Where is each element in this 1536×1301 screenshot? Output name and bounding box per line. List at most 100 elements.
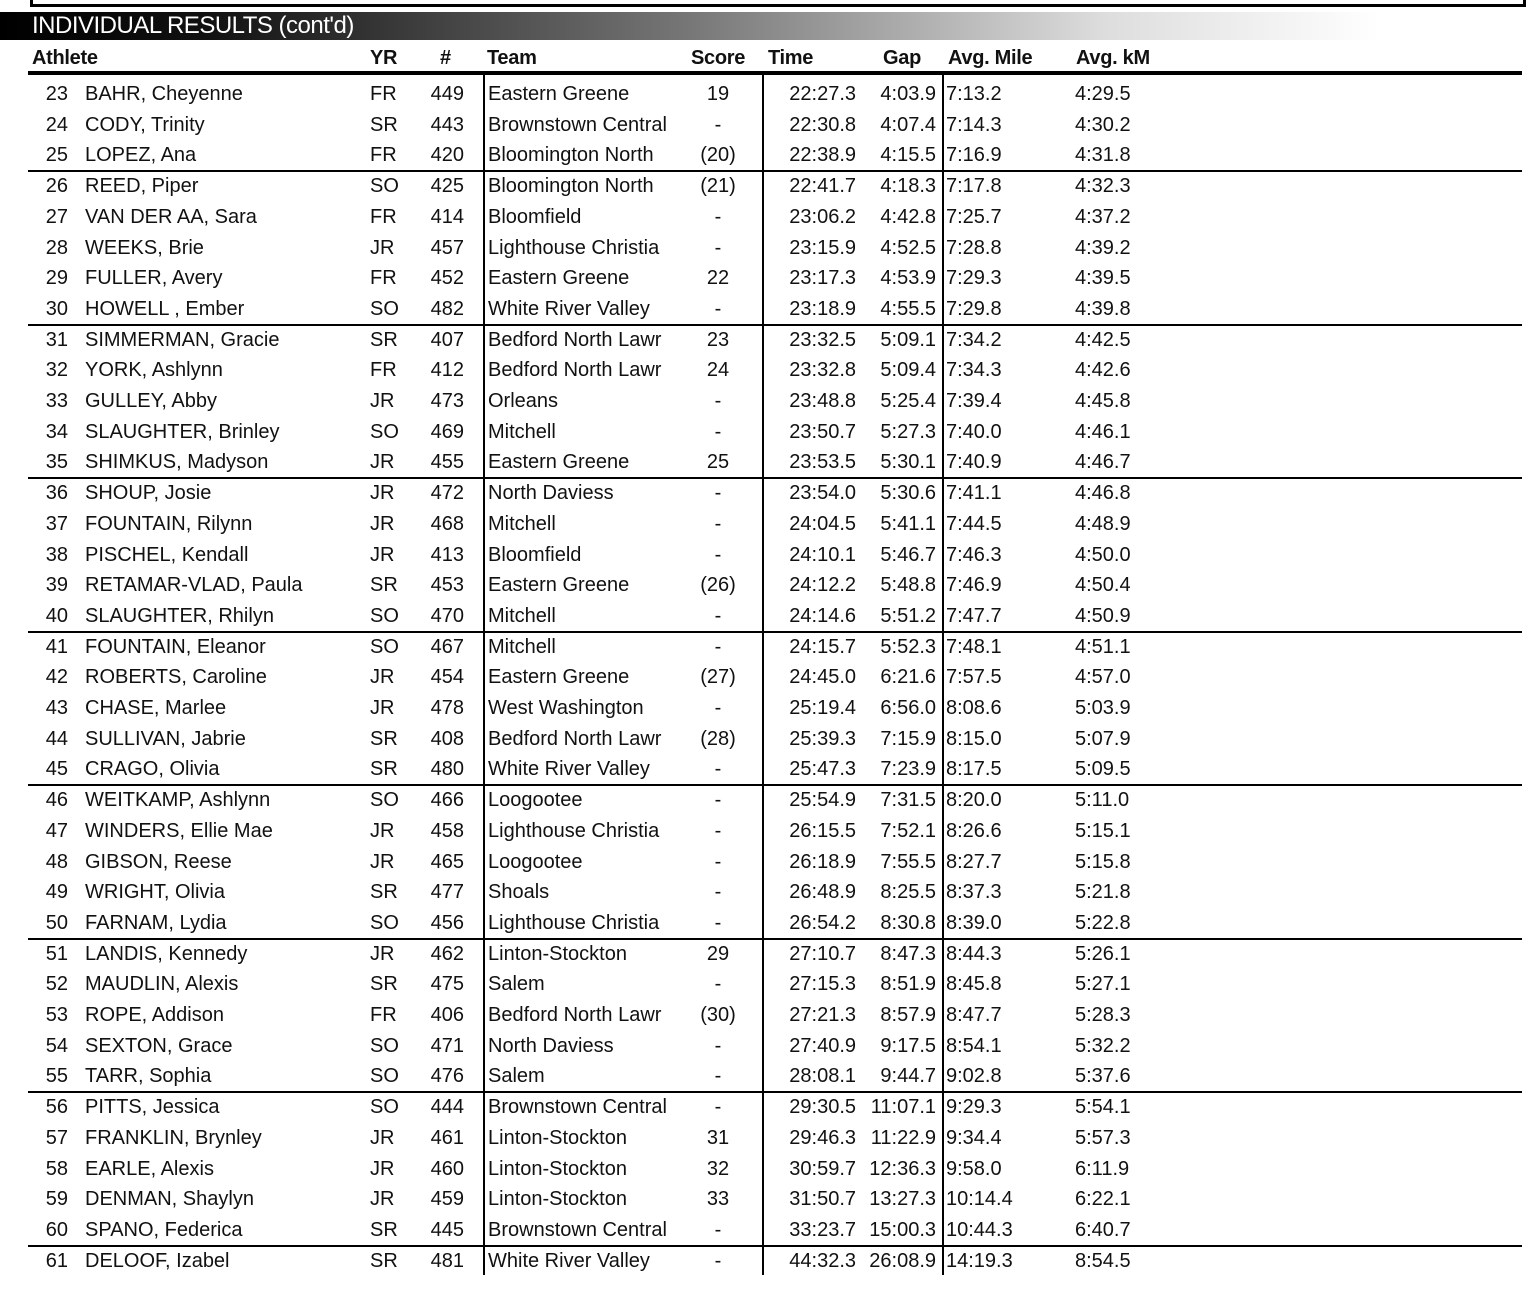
place: 35 <box>45 451 68 474</box>
avg-mile: 7:40.9 <box>946 451 1002 474</box>
table-row: 35 SHIMKUS, Madyson JR 455 Eastern Greene 25 2… <box>0 447 1536 477</box>
time: 24:45.0 <box>789 666 856 689</box>
gap: 15:00.3 <box>869 1218 936 1241</box>
avg-km: 4:57.0 <box>1075 666 1131 689</box>
header-team: Team <box>487 47 537 69</box>
time: 27:40.9 <box>789 1034 856 1057</box>
group-divider <box>28 477 1522 480</box>
bib-number: 425 <box>430 175 464 198</box>
score: 23 <box>706 328 730 351</box>
athlete-name: DENMAN, Shaylyn <box>85 1188 254 1211</box>
time: 23:06.2 <box>789 205 856 228</box>
avg-km: 5:57.3 <box>1075 1126 1131 1149</box>
bib-number: 478 <box>430 697 464 719</box>
avg-km: 4:31.8 <box>1075 144 1131 167</box>
team: Mitchell <box>488 604 556 627</box>
time: 33:23.7 <box>789 1218 856 1241</box>
avg-km: 4:29.5 <box>1075 83 1131 105</box>
year: SR <box>370 881 398 904</box>
place: 43 <box>45 697 68 719</box>
time: 23:48.8 <box>789 390 856 412</box>
place: 33 <box>45 390 68 412</box>
table-row: 26 REED, Piper SO 425 Bloomington North (21) 2… <box>0 171 1536 201</box>
avg-km: 4:50.4 <box>1075 574 1131 597</box>
avg-mile: 8:27.7 <box>946 850 1002 873</box>
bib-number: 481 <box>430 1249 464 1272</box>
avg-mile: 8:26.6 <box>946 819 1002 842</box>
year: JR <box>370 1126 395 1149</box>
team: North Daviess <box>488 1034 614 1057</box>
time: 26:48.9 <box>789 881 856 904</box>
table-row: 41 FOUNTAIN, Eleanor SO 467 Mitchell - 24:15.7… <box>0 632 1536 662</box>
avg-km: 4:45.8 <box>1075 390 1131 412</box>
bib-number: 471 <box>430 1034 464 1057</box>
year: JR <box>370 512 395 535</box>
team: Mitchell <box>488 512 556 535</box>
avg-km: 6:40.7 <box>1075 1218 1131 1241</box>
year: FR <box>370 1004 397 1026</box>
time: 25:47.3 <box>789 758 856 781</box>
score: - <box>714 973 722 996</box>
team: Loogootee <box>488 789 583 812</box>
bib-number: 475 <box>430 973 464 996</box>
table-row: 60 SPANO, Federica SR 445 Brownstown Central… <box>0 1215 1536 1245</box>
bib-number: 468 <box>430 512 464 535</box>
avg-km: 4:39.5 <box>1075 267 1131 290</box>
score: - <box>714 881 722 904</box>
avg-km: 5:03.9 <box>1075 697 1131 719</box>
avg-km: 4:46.7 <box>1075 451 1131 474</box>
gap: 7:31.5 <box>880 789 936 812</box>
team: Linton-Stockton <box>488 1157 627 1180</box>
avg-mile: 7:41.1 <box>946 482 1002 505</box>
gap: 5:25.4 <box>880 390 936 412</box>
athlete-name: SULLIVAN, Jabrie <box>85 727 246 750</box>
gap: 8:51.9 <box>880 973 936 996</box>
bib-number: 467 <box>430 635 464 658</box>
gap: 6:21.6 <box>880 666 936 689</box>
time: 25:39.3 <box>789 727 856 750</box>
athlete-name: SPANO, Federica <box>85 1218 243 1241</box>
time: 24:10.1 <box>789 543 856 566</box>
team: Eastern Greene <box>488 451 630 474</box>
table-row: 61 DELOOF, Izabel SR 481 White River Valley -… <box>0 1246 1536 1276</box>
time: 22:38.9 <box>789 144 856 167</box>
place: 51 <box>45 942 68 965</box>
gap: 4:07.4 <box>880 113 936 136</box>
score: - <box>714 697 722 719</box>
place: 44 <box>45 727 68 750</box>
score: - <box>714 512 722 535</box>
time: 44:32.3 <box>789 1249 856 1272</box>
place: 56 <box>45 1096 68 1119</box>
bib-number: 408 <box>430 727 464 750</box>
place: 27 <box>45 205 68 228</box>
team: North Daviess <box>488 482 614 505</box>
avg-km: 5:07.9 <box>1075 727 1131 750</box>
gap: 12:36.3 <box>869 1157 936 1180</box>
year: SR <box>370 973 398 996</box>
bib-number: 420 <box>430 144 464 167</box>
header-time: Time <box>768 47 814 69</box>
group-divider <box>28 323 1522 326</box>
team: Bloomfield <box>488 543 582 566</box>
avg-mile: 7:29.3 <box>946 267 1002 290</box>
team: Lighthouse Christia <box>488 236 660 259</box>
year: SO <box>370 420 399 443</box>
year: FR <box>370 205 397 228</box>
time: 29:46.3 <box>789 1126 856 1149</box>
score: (28) <box>700 727 736 750</box>
athlete-name: GIBSON, Reese <box>85 850 232 873</box>
year: SO <box>370 297 399 320</box>
avg-mile: 8:37.3 <box>946 881 1002 904</box>
year: JR <box>370 942 395 965</box>
gap: 9:17.5 <box>880 1034 936 1057</box>
place: 45 <box>45 758 68 781</box>
table-row: 58 EARLE, Alexis JR 460 Linton-Stockton 32 30:… <box>0 1154 1536 1184</box>
gap: 9:44.7 <box>880 1065 936 1088</box>
year: SO <box>370 175 399 198</box>
gap: 4:03.9 <box>880 83 936 105</box>
place: 28 <box>45 236 68 259</box>
year: SO <box>370 911 399 934</box>
table-row: 38 PISCHEL, Kendall JR 413 Bloomfield - 24:10.… <box>0 540 1536 570</box>
avg-km: 5:32.2 <box>1075 1034 1131 1057</box>
place: 40 <box>45 604 68 627</box>
